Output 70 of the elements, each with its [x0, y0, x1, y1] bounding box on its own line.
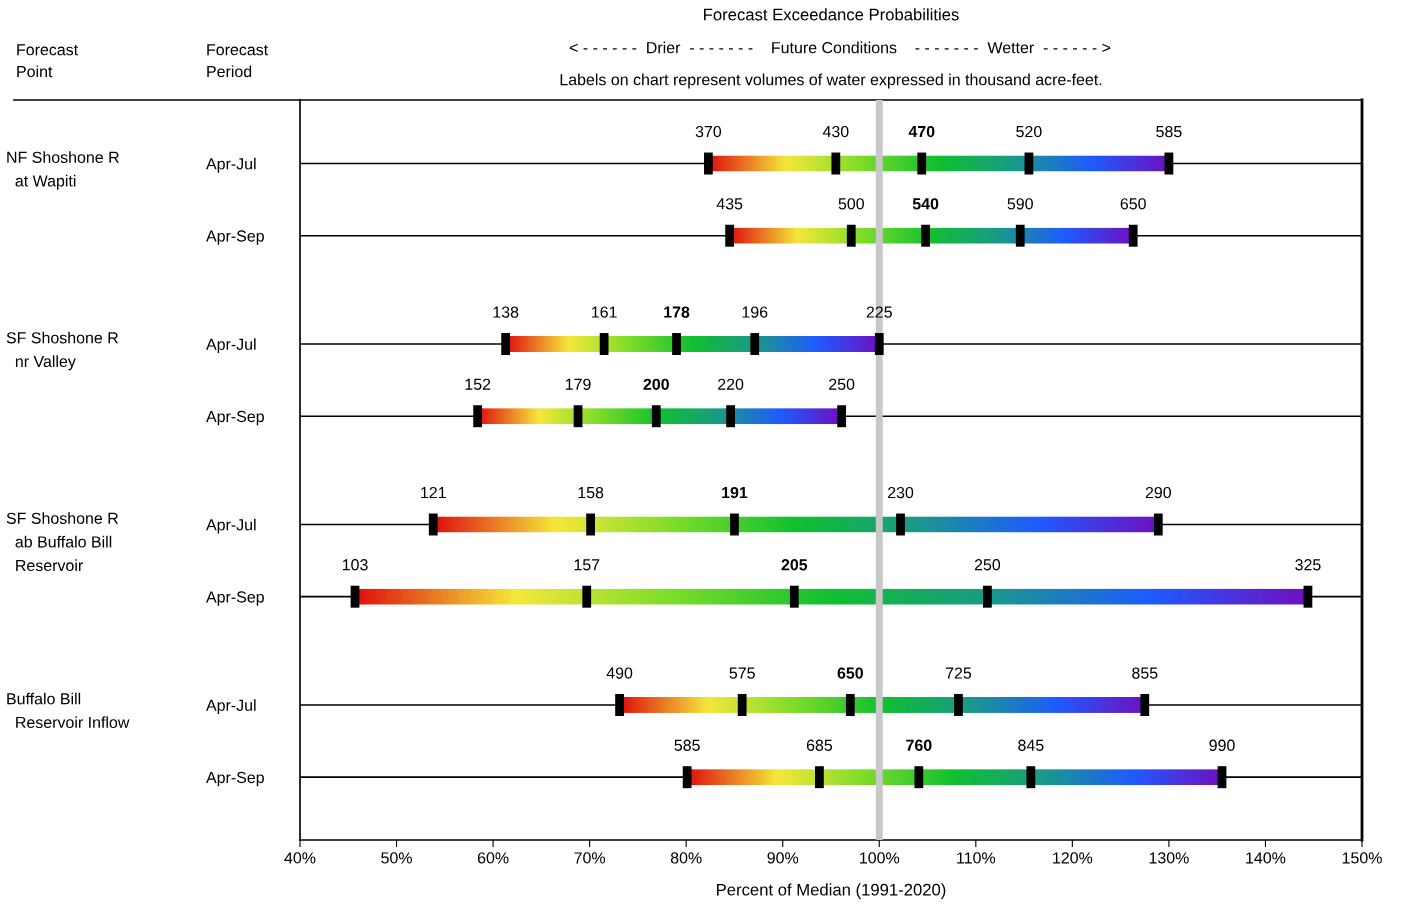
text: Buffalo Bill Reservoir Inflow — [7, 692, 130, 729]
text: < - - - - - - Drier - - - - - - - Future Conditions - - - - - - - Wetter - - - - - - > — [569, 41, 1111, 54]
text: Forecast Period — [207, 44, 269, 78]
annotation: 179 — [565, 378, 591, 390]
annotation: 157 — [574, 559, 600, 571]
annotation: 435 — [716, 198, 743, 210]
x-tick-label: 140% — [1246, 852, 1286, 864]
annotation: 138 — [493, 306, 519, 318]
annotation: 845 — [1018, 739, 1044, 751]
annotation: 205 — [781, 559, 808, 571]
text: Labels on chart represent volumes of water expressed in thousand acre-feet. — [560, 73, 1102, 89]
annotation: 161 — [592, 306, 617, 318]
y-tick-label: Apr-Jul — [206, 338, 256, 354]
x-tick-label: 100% — [860, 852, 900, 864]
x-tick-label: 90% — [767, 852, 799, 864]
annotation: 220 — [718, 378, 744, 390]
x-tick-label: 130% — [1149, 852, 1189, 864]
annotation: 650 — [837, 667, 863, 679]
text: SF Shoshone R nr Valley — [6, 331, 119, 371]
annotation: 200 — [643, 378, 669, 390]
x-axis-title: Percent of Median (1991-2020) — [717, 883, 946, 899]
annotation: 590 — [1007, 198, 1033, 210]
chart-title: Forecast Exceedance Probabilities — [704, 8, 959, 21]
annotation: 225 — [866, 306, 892, 318]
y-tick-label: Apr-Jul — [206, 157, 256, 173]
text: SF Shoshone R ab Buffalo Bill Reservoir — [6, 512, 119, 572]
y-tick-label: Apr-Sep — [206, 591, 264, 606]
x-tick-label: 80% — [670, 852, 702, 864]
annotation: 500 — [838, 198, 864, 210]
annotation: 430 — [822, 125, 849, 138]
text: Forecast Point — [17, 44, 79, 78]
annotation: 490 — [606, 667, 633, 679]
annotation: 290 — [1145, 486, 1171, 499]
annotation: 250 — [829, 378, 855, 390]
annotation: 760 — [906, 739, 932, 751]
y-tick-label: Apr-Sep — [206, 771, 264, 787]
annotation: 650 — [1120, 198, 1146, 210]
annotation: 158 — [578, 486, 604, 499]
annotation: 725 — [945, 667, 972, 679]
annotation: 325 — [1295, 559, 1321, 571]
x-tick-label: 150% — [1342, 852, 1382, 864]
y-tick-label: Apr-Sep — [206, 410, 264, 426]
y-tick-label: Apr-Sep — [206, 230, 264, 245]
x-tick-label: 110% — [957, 852, 996, 864]
annotation: 470 — [908, 125, 935, 138]
x-tick-label: 40% — [284, 852, 316, 864]
annotation: 685 — [806, 739, 833, 751]
annotation: 370 — [695, 125, 722, 138]
y-tick-label: Apr-Jul — [206, 699, 256, 715]
annotation: 152 — [465, 378, 491, 390]
annotation: 196 — [742, 306, 768, 318]
annotation: 191 — [722, 486, 748, 499]
annotation: 178 — [664, 306, 690, 318]
annotation: 585 — [674, 739, 700, 751]
annotation: 520 — [1016, 125, 1042, 138]
annotation: 103 — [342, 559, 368, 571]
annotation: 990 — [1209, 739, 1235, 751]
annotation: 585 — [1156, 125, 1182, 138]
annotation: 121 — [421, 486, 446, 499]
annotation: 855 — [1132, 667, 1158, 679]
x-tick-label: 50% — [381, 852, 412, 864]
annotation: 250 — [974, 559, 1001, 571]
annotation: 230 — [887, 486, 914, 499]
x-tick-label: 70% — [574, 852, 606, 864]
text: NF Shoshone R at Wapiti — [7, 151, 119, 190]
x-tick-label: 60% — [477, 852, 509, 864]
annotation: 575 — [729, 667, 755, 679]
y-tick-label: Apr-Jul — [206, 518, 256, 534]
annotation: 540 — [912, 198, 939, 210]
x-tick-label: 120% — [1053, 852, 1093, 864]
